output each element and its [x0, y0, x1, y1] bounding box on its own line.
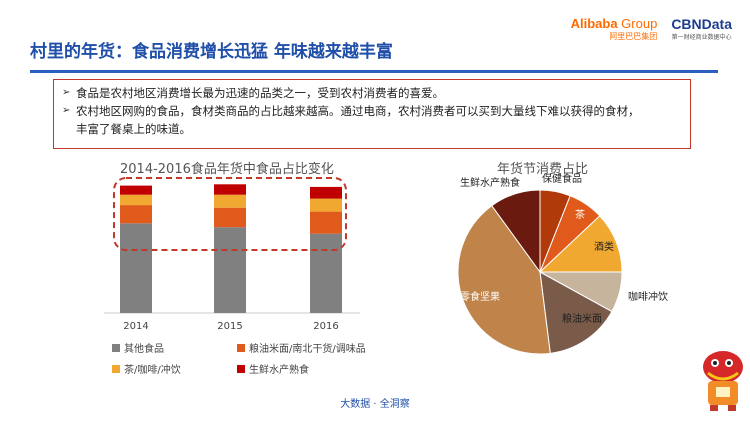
legend-swatch	[237, 364, 245, 373]
legend-item: 茶/咖啡/冲饮	[112, 361, 237, 376]
bar-segment	[310, 198, 342, 212]
bar-segment	[120, 185, 152, 195]
bar-segment	[120, 194, 152, 206]
pie-slice	[539, 271, 623, 313]
title-divider	[30, 70, 718, 73]
footer-slogan: 大数据 · 全洞察	[340, 399, 410, 410]
cbndata-logo-subtext: 第一财经商业数据中心	[671, 34, 732, 41]
bar-segment	[310, 233, 342, 313]
lion-dance-mascot-icon	[703, 351, 743, 411]
pie-slice	[491, 189, 541, 274]
pie-slice	[539, 189, 571, 273]
legend-item: 生鲜水产熟食	[237, 361, 392, 376]
alibaba-logo-text: Alibaba	[570, 16, 618, 31]
x-tick-label: 2015	[217, 321, 242, 332]
bar-segment	[214, 227, 246, 313]
x-tick-label: 2014	[123, 321, 148, 332]
pie-slice-label: 茶	[575, 208, 585, 221]
pie-slice	[457, 204, 551, 355]
summary-box: ➢ 食品是农村地区消费增长最为迅速的品类之一，受到农村消费者的喜爱。 ➢ 农村地…	[53, 79, 691, 149]
legend-label: 茶/咖啡/冲饮	[124, 365, 181, 376]
pie-slice-label: 零食坚果	[460, 290, 500, 303]
summary-text: 农村地区网购的食品，食材类商品的占比越来越高。通过电商，农村消费者可以买到大量线…	[76, 104, 640, 118]
pie-slice	[539, 195, 601, 273]
pie-slice	[539, 271, 613, 354]
arrow-bullet-icon: ➢	[62, 105, 71, 116]
logo-area: Alibaba Group 阿里巴巴集团 CBNData 第一财经商业数据中心	[571, 16, 732, 42]
bar-segment	[214, 184, 246, 195]
legend-label: 其他食品	[124, 344, 164, 355]
arrow-bullet-icon: ➢	[62, 87, 71, 98]
pie-slice-label: 粮油米面	[562, 312, 602, 325]
legend-swatch	[112, 343, 120, 352]
bar-segment	[120, 223, 152, 313]
legend-swatch	[237, 343, 245, 352]
bar-segment	[310, 186, 342, 199]
cbndata-logo-text: CBNData	[671, 16, 732, 32]
legend-item: 其他食品	[112, 340, 237, 355]
bar-segment	[214, 194, 246, 208]
x-tick-label: 2016	[313, 321, 338, 332]
legend-item: 粮油米面/南北干货/调味品	[237, 340, 392, 355]
pie-slice-label: 生鲜水产熟食	[460, 176, 520, 189]
cbndata-logo: CBNData 第一财经商业数据中心	[671, 16, 732, 41]
alibaba-logo-group: Group	[617, 16, 658, 31]
summary-text: 食品是农村地区消费增长最为迅速的品类之一，受到农村消费者的喜爱。	[76, 86, 444, 100]
pie-slice	[538, 215, 623, 273]
bar-chart-legend: 其他食品 粮油米面/南北干货/调味品 茶/咖啡/冲饮 生鲜水产熟食	[112, 340, 392, 376]
pie-chart-title: 年货节消费占比	[497, 162, 589, 177]
bar-segment	[214, 207, 246, 228]
legend-swatch	[112, 364, 120, 373]
summary-text: 丰富了餐桌上的味道。	[76, 122, 191, 136]
summary-point: ➢ 食品是农村地区消费增长最为迅速的品类之一，受到农村消费者的喜爱。	[62, 84, 682, 102]
legend-label: 粮油米面/南北干货/调味品	[249, 344, 366, 355]
bar-segment	[120, 205, 152, 224]
pie-slice-label: 酒类	[594, 240, 614, 253]
alibaba-group-logo: Alibaba Group 阿里巴巴集团	[571, 16, 658, 42]
legend-label: 生鲜水产熟食	[249, 365, 309, 376]
bar-segment	[310, 211, 342, 234]
alibaba-logo-subtext: 阿里巴巴集团	[609, 32, 658, 41]
bar-chart-title: 2014-2016食品年货中食品占比变化	[120, 162, 334, 177]
highlight-dashed-box	[113, 177, 347, 251]
pie-slice-label: 咖啡冲饮	[628, 290, 668, 303]
summary-point: ➢ 农村地区网购的食品，食材类商品的占比越来越高。通过电商，农村消费者可以买到大…	[62, 102, 682, 138]
page-title: 村里的年货：食品消费增长迅猛 年味越来越丰富	[30, 42, 393, 62]
